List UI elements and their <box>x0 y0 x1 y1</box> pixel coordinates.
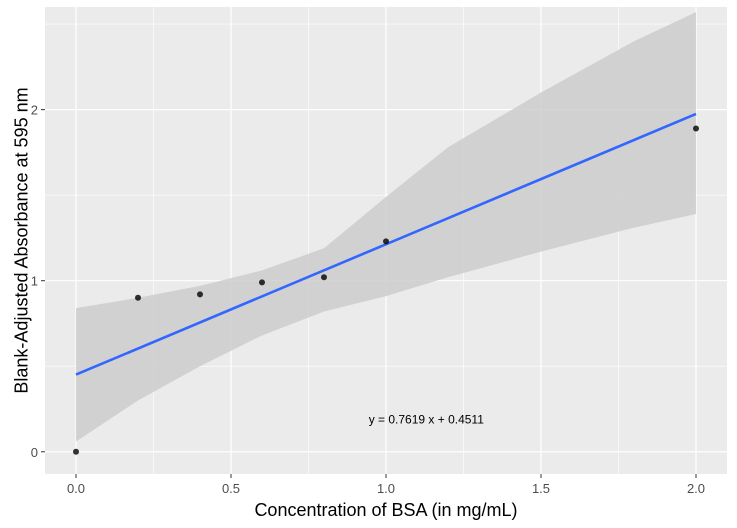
x-tick-label: 2.0 <box>687 481 705 496</box>
data-point <box>73 448 79 455</box>
y-axis-title: Blank-Adjusted Absorbance at 595 nm <box>11 87 31 393</box>
confidence-band <box>76 12 696 442</box>
x-tick-label: 1.0 <box>377 481 395 496</box>
y-tick-label: 1 <box>31 274 38 289</box>
x-tick-label: 1.5 <box>532 481 550 496</box>
equation-annotation: y = 0.7619 x + 0.4511 <box>369 412 485 426</box>
x-tick-label: 0.0 <box>67 481 85 496</box>
data-point <box>693 125 699 132</box>
x-tick-labels: 0.0 0.5 1.0 1.5 2.0 <box>67 481 705 496</box>
y-tick-label: 0 <box>31 445 38 460</box>
data-point <box>321 274 327 281</box>
axis-ticks <box>41 109 697 478</box>
x-tick-label: 0.5 <box>222 481 240 496</box>
data-point <box>259 279 265 286</box>
data-point <box>197 291 203 298</box>
data-point <box>135 294 141 301</box>
x-axis-title: Concentration of BSA (in mg/mL) <box>254 500 517 520</box>
y-tick-label: 2 <box>31 103 38 118</box>
y-tick-labels: 0 1 2 <box>31 103 38 460</box>
data-point <box>383 238 389 245</box>
data-points <box>73 125 699 455</box>
